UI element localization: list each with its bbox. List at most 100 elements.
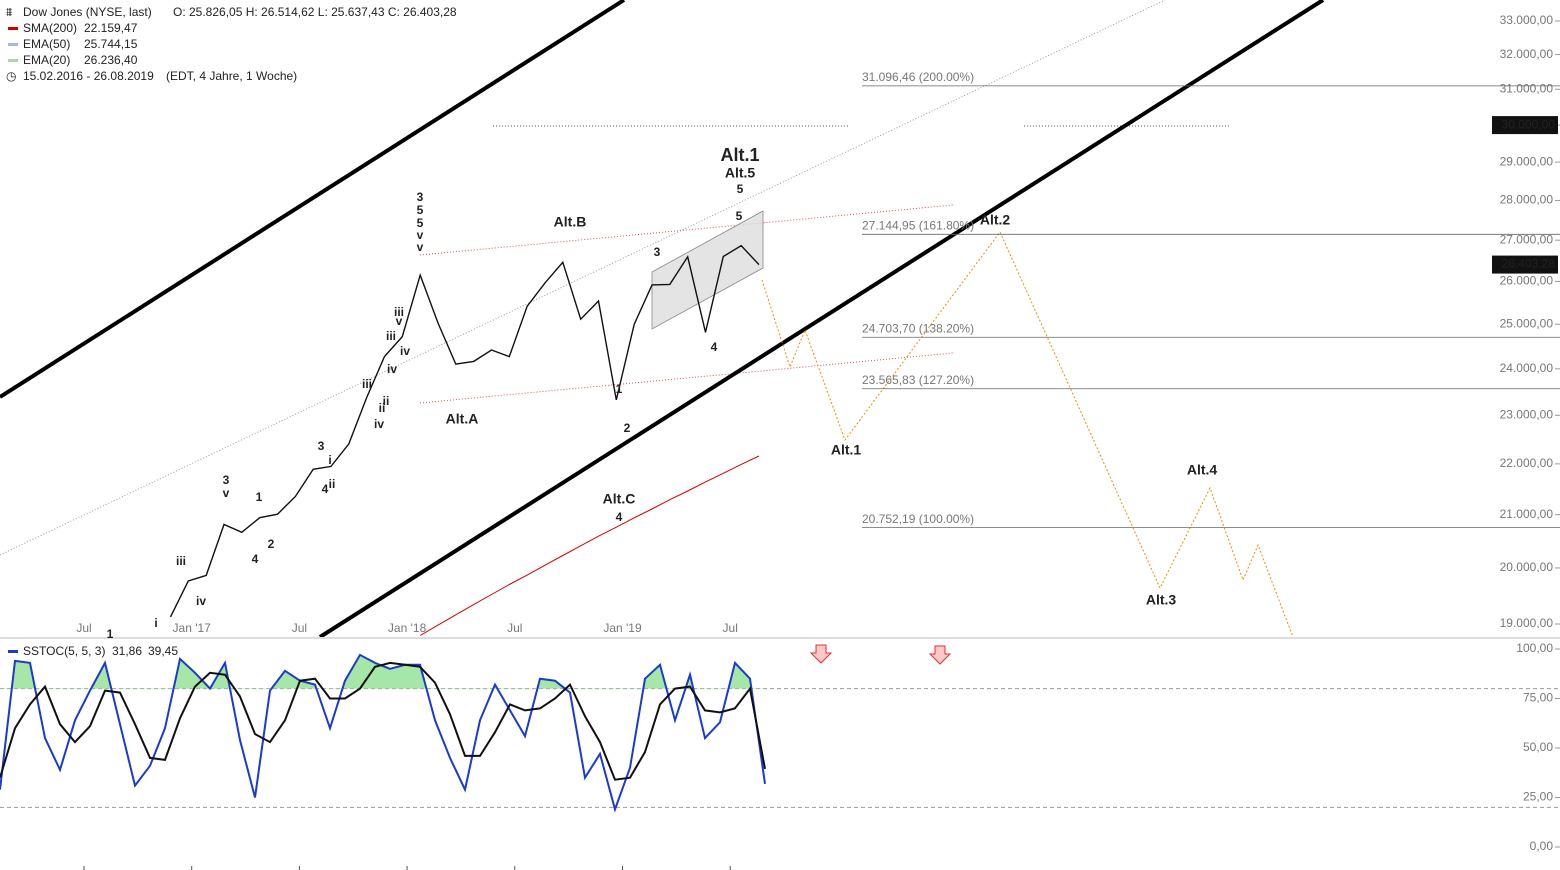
wedge bbox=[651, 210, 764, 330]
wave-label: 3 bbox=[318, 439, 325, 453]
legend-value: 25.744,15 bbox=[84, 37, 138, 51]
series-group bbox=[169, 244, 760, 636]
fib-label: 27.144,95 (161.80%) bbox=[862, 218, 974, 232]
arrow-icon bbox=[928, 645, 952, 665]
legend-swatch bbox=[8, 27, 18, 30]
x-tick-label: Jul bbox=[292, 621, 307, 635]
x-tick-label: Jan '19 bbox=[603, 621, 642, 635]
wave-label: 4 bbox=[616, 510, 623, 524]
legend-name: SMA(200) bbox=[23, 21, 77, 35]
osc-k: 31,86 bbox=[112, 644, 142, 658]
wave-label: iv bbox=[400, 344, 410, 358]
osc-name: SSTOC(5, 5, 3) bbox=[23, 644, 105, 658]
wave-label: i bbox=[328, 453, 331, 467]
fib-label: 20.752,19 (100.00%) bbox=[862, 512, 974, 526]
wave-label: 4 bbox=[711, 340, 718, 354]
wave-label: ii bbox=[383, 394, 390, 408]
wave-label: Alt.B bbox=[554, 214, 587, 230]
wave-label: v bbox=[417, 240, 424, 254]
x-tick-label: Jan '18 bbox=[388, 621, 427, 635]
wave-label: 5 bbox=[736, 209, 743, 223]
wave-label: iv bbox=[196, 594, 206, 608]
wave-label: 1 bbox=[256, 490, 263, 504]
drawings bbox=[0, 0, 1325, 637]
wave-label: v bbox=[417, 228, 424, 242]
wave-label: iii bbox=[386, 329, 396, 343]
x-tick-label: Jul bbox=[76, 621, 91, 635]
price-box bbox=[1492, 116, 1558, 135]
x-tick-label: Jan '17 bbox=[173, 621, 212, 635]
wave-label: 3 bbox=[223, 473, 230, 487]
x-tick-label: Jul bbox=[723, 621, 738, 635]
wave-label: Alt.1 bbox=[720, 145, 759, 165]
price-line bbox=[419, 455, 760, 636]
osc-tick-label: 75,00 bbox=[1523, 691, 1553, 705]
wave-label: Alt.3 bbox=[1146, 592, 1177, 608]
osc-line bbox=[0, 661, 766, 781]
price-box-label: 30.000,00 bbox=[1502, 117, 1556, 131]
x-tick-label: Jul bbox=[507, 621, 522, 635]
price-box bbox=[1492, 255, 1558, 274]
y-tick-label: 24.000,00 bbox=[1500, 361, 1554, 375]
wave-label: iv bbox=[374, 417, 384, 431]
wave-label: 1 bbox=[616, 382, 623, 396]
channel-top bbox=[419, 204, 954, 256]
wave-label: iii bbox=[176, 554, 186, 568]
legend-value: 26.236,40 bbox=[84, 53, 138, 67]
wave-label: 5 bbox=[417, 216, 424, 230]
osc-tick-label: 25,00 bbox=[1523, 790, 1553, 804]
trend-dotted bbox=[0, 0, 1166, 556]
osc-tick-label: 50,00 bbox=[1523, 740, 1553, 754]
wave-label: 2 bbox=[268, 537, 275, 551]
y-tick-label: 23.000,00 bbox=[1500, 407, 1554, 421]
price-line bbox=[169, 244, 760, 618]
legend-swatch bbox=[8, 59, 18, 62]
trend-line bbox=[318, 0, 1325, 637]
wave-label: v bbox=[396, 314, 403, 328]
wave-label: iv bbox=[387, 362, 397, 376]
osc-tick-label: 0,00 bbox=[1530, 839, 1554, 853]
wave-label: Alt.A bbox=[446, 411, 479, 427]
wave-label: 4 bbox=[252, 552, 259, 566]
sell-arrows bbox=[809, 644, 952, 665]
header-icon: ⩩ bbox=[6, 5, 13, 19]
wave-label: ii bbox=[379, 401, 386, 415]
header-ohlc: O: 25.826,05 H: 26.514,62 L: 25.637,43 C… bbox=[173, 5, 457, 19]
clock-icon: ◷ bbox=[6, 69, 16, 83]
wave-label: 5 bbox=[737, 182, 744, 196]
wave-label: 4 bbox=[322, 482, 329, 496]
wave-label: iii bbox=[362, 377, 372, 391]
y-tick-label: 22.000,00 bbox=[1500, 456, 1554, 470]
legend-value: 22.159,47 bbox=[84, 21, 138, 35]
channel-bottom bbox=[419, 352, 954, 404]
wave-label: Alt.C bbox=[603, 491, 636, 507]
y-tick-label: 19.000,00 bbox=[1500, 616, 1554, 630]
y-tick-label: 32.000,00 bbox=[1500, 47, 1554, 61]
wave-label: Alt.1 bbox=[831, 442, 862, 458]
trend-line bbox=[0, 0, 626, 399]
legend-name: EMA(20) bbox=[23, 53, 70, 67]
price-box-label: 26.403,28 bbox=[1502, 257, 1556, 271]
y-tick-label: 27.000,00 bbox=[1500, 232, 1554, 246]
wave-label: 5 bbox=[417, 203, 424, 217]
y-tick-label: 21.000,00 bbox=[1500, 507, 1554, 521]
header-info: (EDT, 4 Jahre, 1 Woche) bbox=[166, 69, 297, 83]
y-tick-label: 28.000,00 bbox=[1500, 193, 1554, 207]
osc-swatch bbox=[8, 650, 18, 653]
legend-name: EMA(50) bbox=[23, 37, 70, 51]
legend-swatch bbox=[8, 43, 18, 46]
y-tick-label: 25.000,00 bbox=[1500, 316, 1554, 330]
wave-label: 3 bbox=[417, 190, 424, 204]
header-title: Dow Jones (NYSE, last) bbox=[23, 5, 152, 19]
y-tick-label: 31.000,00 bbox=[1500, 81, 1554, 95]
arrow-icon bbox=[809, 644, 833, 664]
fib-label: 23.565,83 (127.20%) bbox=[862, 373, 974, 387]
y-tick-label: 33.000,00 bbox=[1500, 13, 1554, 27]
fib-label: 24.703,70 (138.20%) bbox=[862, 321, 974, 335]
wave-label: i bbox=[154, 616, 157, 630]
fib-label: 31.096,46 (200.00%) bbox=[862, 70, 974, 84]
wave-label: ii bbox=[329, 477, 336, 491]
y-tick-label: 20.000,00 bbox=[1500, 560, 1554, 574]
wave-label: 1 bbox=[107, 627, 114, 641]
